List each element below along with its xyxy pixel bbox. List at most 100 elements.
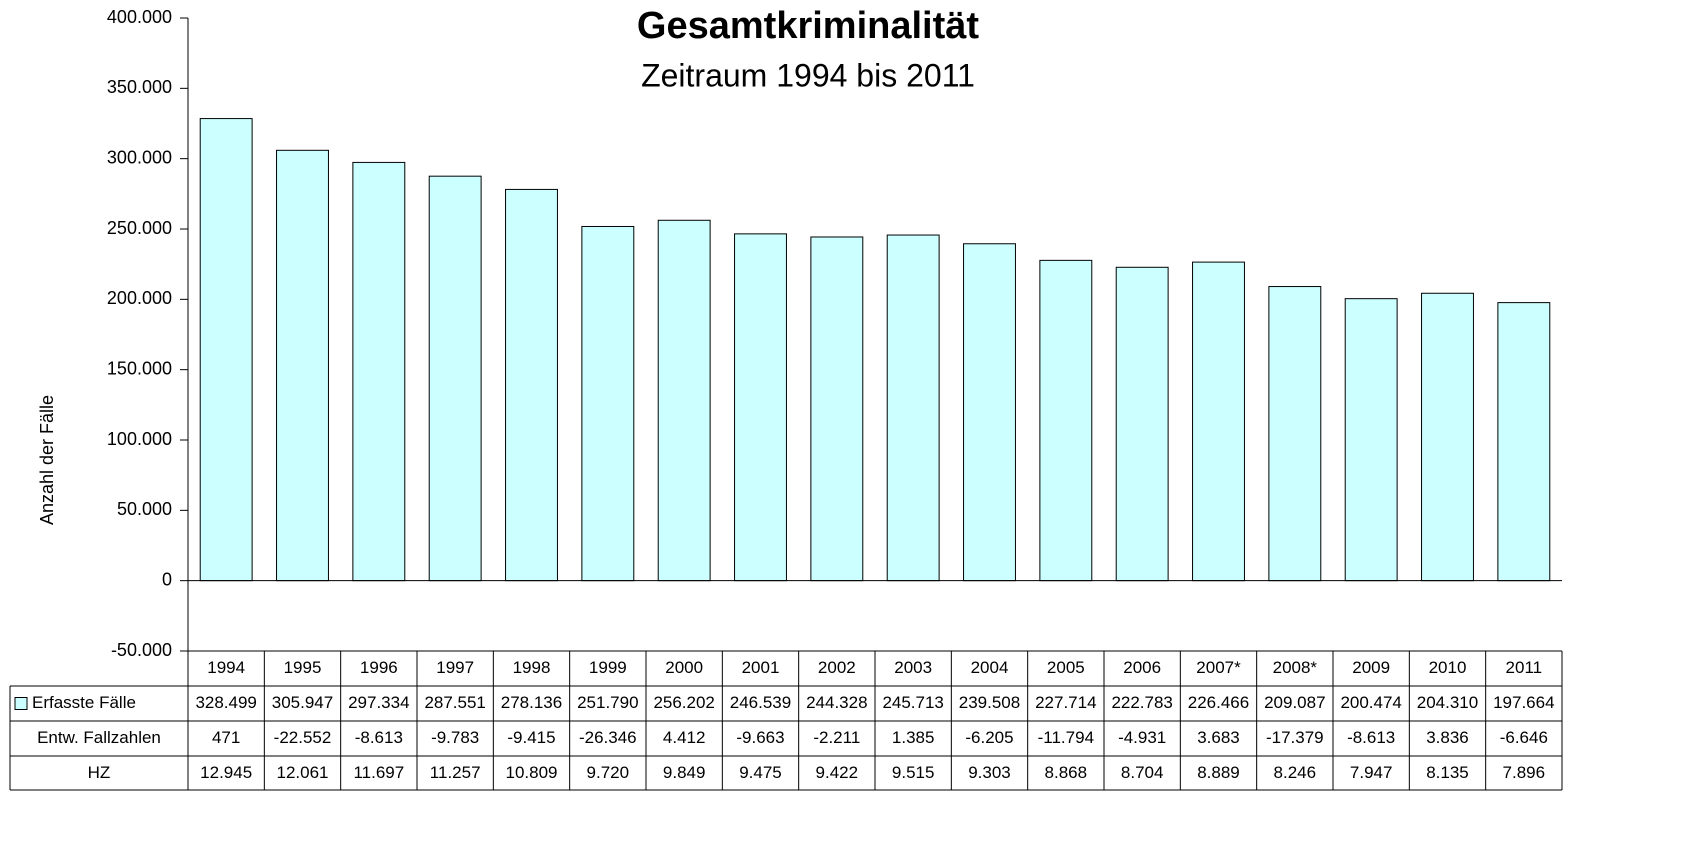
- legend-label: Erfasste Fälle: [32, 693, 136, 712]
- table-cell: -6.205: [965, 728, 1013, 747]
- x-tick-label: 2001: [742, 658, 780, 677]
- y-tick-label: 150.000: [107, 358, 172, 378]
- bar: [886, 234, 940, 582]
- x-tick-label: 2008*: [1273, 658, 1318, 677]
- data-label: 197.664: [1493, 693, 1554, 712]
- data-label: 297.334: [348, 693, 409, 712]
- y-tick-label: 0: [162, 569, 172, 589]
- y-tick-label: 50.000: [117, 499, 172, 519]
- y-tick-label: 100.000: [107, 429, 172, 449]
- bar: [428, 175, 482, 582]
- x-tick-label: 2009: [1352, 658, 1390, 677]
- table-cell: 9.422: [816, 763, 859, 782]
- x-tick-label: 2004: [971, 658, 1009, 677]
- table-cell: 12.945: [200, 763, 252, 782]
- table-cell: 9.475: [739, 763, 782, 782]
- table-cell: 4.412: [663, 728, 706, 747]
- table-cell: -6.646: [1500, 728, 1548, 747]
- table-cell: 3.836: [1426, 728, 1469, 747]
- table-cell: 8.868: [1045, 763, 1088, 782]
- y-tick-label: 250.000: [107, 218, 172, 238]
- y-axis-label: Anzahl der Fälle: [37, 395, 57, 525]
- data-label: 209.087: [1264, 693, 1325, 712]
- x-tick-label: 2011: [1506, 658, 1543, 677]
- y-tick-label: 300.000: [107, 147, 172, 167]
- table-cell: -9.663: [736, 728, 784, 747]
- table-cell: 8.889: [1197, 763, 1240, 782]
- x-tick-label: 2007*: [1196, 658, 1241, 677]
- table-cell: -8.613: [355, 728, 403, 747]
- bar: [1268, 286, 1322, 582]
- bar: [199, 118, 253, 582]
- table-cell: -9.783: [431, 728, 479, 747]
- x-tick-label: 1998: [513, 658, 551, 677]
- bar: [1115, 266, 1169, 582]
- data-label: 200.474: [1340, 693, 1401, 712]
- bar: [1497, 302, 1551, 582]
- bar: [1039, 259, 1093, 582]
- bar: [657, 219, 711, 582]
- data-label: 256.202: [653, 693, 714, 712]
- table-cell: 8.704: [1121, 763, 1164, 782]
- bar: [810, 236, 864, 582]
- x-tick-label: 1999: [589, 658, 627, 677]
- data-label: 204.310: [1417, 693, 1478, 712]
- data-label: 239.508: [959, 693, 1020, 712]
- table-cell: 3.683: [1197, 728, 1240, 747]
- table-cell: 9.303: [968, 763, 1011, 782]
- table-cell: 7.896: [1503, 763, 1546, 782]
- table-cell: 9.849: [663, 763, 706, 782]
- table-cell: 10.809: [506, 763, 558, 782]
- chart-subtitle: Zeitraum 1994 bis 2011: [641, 57, 975, 93]
- x-tick-label: 1997: [436, 658, 474, 677]
- x-tick-label: 2005: [1047, 658, 1085, 677]
- data-label: 278.136: [501, 693, 562, 712]
- data-label: 287.551: [424, 693, 485, 712]
- x-tick-label: 2003: [894, 658, 932, 677]
- table-cell: 8.246: [1274, 763, 1317, 782]
- table-cell: 12.061: [277, 763, 329, 782]
- legend-swatch: [14, 697, 28, 710]
- data-label: 305.947: [272, 693, 333, 712]
- data-label: 244.328: [806, 693, 867, 712]
- row-label: HZ: [88, 763, 111, 782]
- table-cell: -2.211: [813, 728, 860, 747]
- bar: [1421, 292, 1474, 582]
- table-cell: 9.515: [892, 763, 935, 782]
- table-cell: -4.931: [1118, 728, 1166, 747]
- y-tick-label: 350.000: [107, 77, 172, 97]
- bar: [276, 149, 329, 582]
- bar: [1192, 261, 1245, 582]
- x-tick-label: 2002: [818, 658, 856, 677]
- x-tick-label: 1994: [207, 658, 245, 677]
- table-cell: 11.697: [353, 763, 404, 782]
- x-tick-label: 2006: [1123, 658, 1161, 677]
- table-cell: 11.257: [430, 763, 481, 782]
- data-label: 251.790: [577, 693, 638, 712]
- y-tick-label: -50.000: [111, 640, 172, 660]
- bar: [505, 188, 558, 582]
- table-cell: -8.613: [1347, 728, 1395, 747]
- table-cell: -11.794: [1038, 728, 1094, 747]
- x-tick-label: 1996: [360, 658, 398, 677]
- x-tick-label: 2010: [1429, 658, 1467, 677]
- x-tick-label: 2000: [665, 658, 703, 677]
- table-cell: 9.720: [587, 763, 630, 782]
- table-cell: 1.385: [892, 728, 935, 747]
- data-label: 222.783: [1111, 693, 1172, 712]
- table-cell: 7.947: [1350, 763, 1393, 782]
- data-label: 227.714: [1035, 693, 1096, 712]
- table-cell: -26.346: [579, 728, 637, 747]
- bar: [352, 161, 406, 582]
- data-label: 246.539: [730, 693, 791, 712]
- row-label: Entw. Fallzahlen: [37, 728, 161, 747]
- table-cell: -17.379: [1266, 728, 1324, 747]
- data-label: 245.713: [882, 693, 943, 712]
- bar: [581, 225, 635, 582]
- table-cell: 8.135: [1426, 763, 1469, 782]
- bar: [734, 233, 787, 582]
- bar: [1344, 298, 1398, 582]
- data-label: 328.499: [195, 693, 256, 712]
